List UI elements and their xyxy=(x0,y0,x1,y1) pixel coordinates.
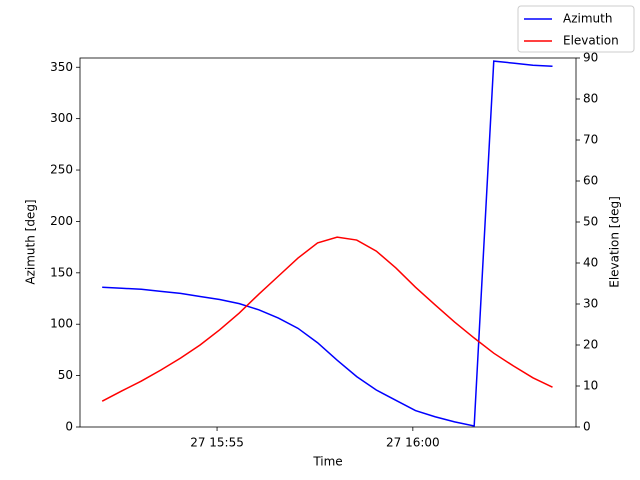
x-tick-label: 27 16:00 xyxy=(386,436,440,450)
x-tick-label: 27 15:55 xyxy=(190,436,244,450)
series-line xyxy=(101,236,553,402)
y-tick-label: 250 xyxy=(50,163,73,177)
y-tick-label: 0 xyxy=(65,420,73,434)
y2-tick-label: 20 xyxy=(583,338,598,352)
y2-tick-label: 40 xyxy=(583,256,598,270)
series-line xyxy=(102,60,553,427)
y-axis-label: Azimuth [deg] xyxy=(24,199,38,284)
y2-tick-label: 0 xyxy=(583,420,591,434)
y2-tick-label: 60 xyxy=(583,174,598,188)
y2-tick-label: 30 xyxy=(583,297,598,311)
legend-label: Azimuth xyxy=(563,12,612,26)
y2-tick-label: 90 xyxy=(583,51,598,65)
y2-tick-label: 10 xyxy=(583,379,598,393)
y-tick-label: 200 xyxy=(50,214,73,228)
y2-axis-label: Elevation [deg] xyxy=(608,196,622,288)
plot-frame xyxy=(79,57,577,428)
legend-label: Elevation xyxy=(563,34,619,48)
y-tick-label: 300 xyxy=(50,111,73,125)
y-tick-label: 50 xyxy=(58,368,73,382)
y-tick-label: 350 xyxy=(50,60,73,74)
y-tick-label: 100 xyxy=(50,317,73,331)
x-axis-label: Time xyxy=(312,455,342,469)
y2-tick-label: 50 xyxy=(583,215,598,229)
y2-tick-label: 70 xyxy=(583,133,598,147)
y-tick-label: 150 xyxy=(50,265,73,279)
y2-tick-label: 80 xyxy=(583,92,598,106)
